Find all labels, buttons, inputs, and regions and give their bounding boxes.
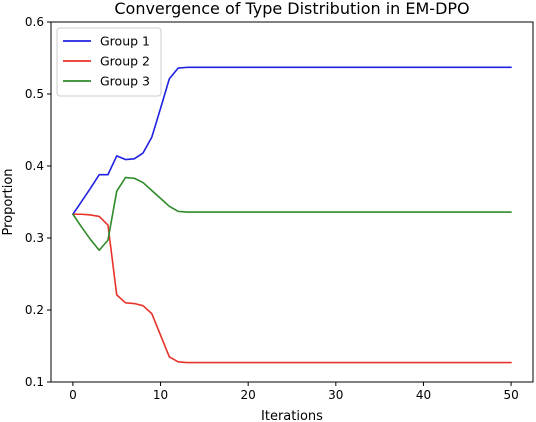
x-tick-label: 50 [503, 388, 518, 402]
legend-label-group-2: Group 2 [100, 54, 150, 69]
y-tick-label: 0.6 [25, 15, 44, 29]
legend-label-group-3: Group 3 [100, 74, 150, 89]
chart-title: Convergence of Type Distribution in EM-D… [114, 0, 469, 18]
legend: Group 1 Group 2 Group 3 [56, 27, 162, 97]
x-tick-label: 0 [69, 388, 77, 402]
x-tick-label: 40 [416, 388, 431, 402]
y-tick-label: 0.4 [25, 159, 44, 173]
y-tick-label: 0.1 [25, 375, 44, 389]
plot-frame [50, 21, 534, 383]
x-tick-label: 10 [153, 388, 168, 402]
y-tick-label: 0.2 [25, 303, 44, 317]
series-line-group-1 [72, 66, 512, 216]
y-axis-ticks: 0.1 0.2 0.3 0.4 0.5 0.6 [25, 15, 51, 389]
legend-box [56, 27, 162, 97]
series-layer [72, 66, 512, 364]
x-axis-ticks: 0 10 20 30 40 50 [69, 382, 519, 402]
y-tick-label: 0.3 [25, 231, 44, 245]
series-line-group-2 [72, 213, 512, 364]
y-axis-label: Proportion [1, 168, 16, 235]
legend-label-group-1: Group 1 [100, 34, 150, 49]
x-axis-label: Iterations [261, 409, 323, 422]
series-line-group-3 [72, 176, 512, 252]
y-tick-label: 0.5 [25, 87, 44, 101]
x-tick-label: 30 [328, 388, 343, 402]
x-tick-label: 20 [241, 388, 256, 402]
